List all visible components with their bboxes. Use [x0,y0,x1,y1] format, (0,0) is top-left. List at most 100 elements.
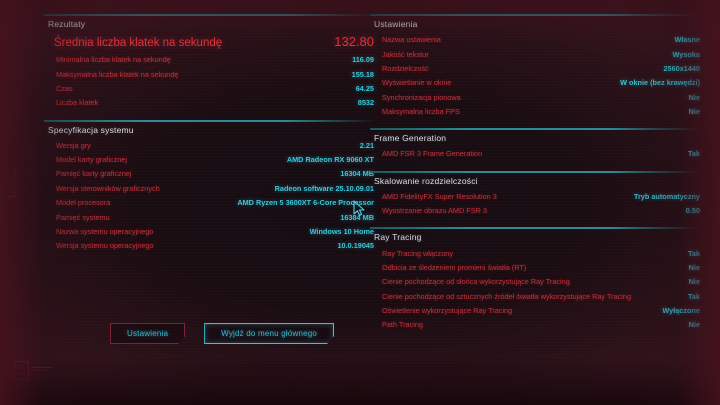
row-system-memory: Pamięć systemu 16384 MB [44,210,376,224]
row-label: Pamięć systemu [56,212,110,222]
row-label: Maksymalna liczba FPS [382,107,460,117]
section-ray-tracing: Ray Tracing Ray Tracing włączony Tak Odb… [370,227,702,332]
row-rt-sun-shadows: Cienie pochodzące od słońca wykorzystują… [370,275,702,289]
row-fsr3-frame-generation: AMD FSR 3 Frame Generation Tak [370,147,702,161]
row-label: Jakość tekstur [382,49,429,59]
decorative-tick [8,196,17,197]
exit-to-main-menu-button[interactable]: Wyjdź do menu głównego [204,323,334,344]
row-value: 132.80 [334,34,374,49]
section-frame-generation: Frame Generation AMD FSR 3 Frame Generat… [370,128,702,161]
row-label: Wyostrzanie obrazu AMD FSR 3 [382,206,487,216]
section-rule [370,128,702,131]
section-title-system-spec: Specyfikacja systemu [48,124,134,135]
row-label: Wersja sterowników graficznych [56,183,160,193]
row-rt-reflections: Odbicia ze śledzeniem promieni światła (… [370,261,702,275]
row-value: AMD Radeon RX 9060 XT [286,155,374,165]
row-label: Średnia liczba klatek na sekundę [54,37,223,49]
row-value: Nie [688,92,700,102]
section-title-frame-generation: Frame Generation [374,133,447,144]
badge-line-2: 2.21 [17,369,26,375]
section-rule [44,14,376,16]
row-min-fps: Minimalna liczba klatek na sekundę 116.0… [44,53,376,67]
row-value: 2560x1440 [663,63,700,73]
row-value: 16304 MB [340,169,374,179]
row-value: Nie [688,277,700,287]
row-cpu-model: Model procesora AMD Ryzen 5 3600XT 6-Cor… [44,196,376,210]
row-gpu-memory: Pamięć karty graficznej 16304 MB [44,167,376,181]
row-fsr3-sharpening: Wyostrzanie obrazu AMD FSR 3 0.50 [370,204,702,218]
row-frame-count: Liczba klatek 8532 [44,96,376,110]
row-preset-name: Nazwa ustawienia Własne [370,33,702,47]
badge-line-decor-2 [31,370,47,371]
decorative-badge: V 2.21 [14,361,53,380]
section-rule [370,170,702,173]
row-label: Model procesora [56,198,111,208]
row-label: Ray Tracing włączony [382,248,453,258]
row-label: Wersja gry [56,140,91,150]
row-label: Cienie pochodzące od słońca wykorzystują… [382,277,570,287]
row-max-fps: Maksymalna liczba klatek na sekundę 155.… [44,67,376,81]
row-value: Tak [687,248,700,258]
row-window-mode: Wyświetlanie w oknie W oknie (bez krawęd… [370,76,702,90]
row-label: Minimalna liczba klatek na sekundę [56,55,171,65]
row-os-version: Wersja systemu operacyjnego 10.0.19045 [44,239,376,253]
row-time: Czas 64.25 [44,82,376,96]
left-column: Rezultaty Średnia liczba klatek na sekun… [44,14,376,263]
row-label: Wersja systemu operacyjnego [56,241,154,251]
row-value: Radeon software 25.10.09.01 [274,183,374,193]
row-label: Model karty graficznej [56,155,127,165]
settings-button[interactable]: Ustawienia [110,323,185,344]
decorative-vertical-text: BENCHMARK [12,168,17,199]
row-value: 16384 MB [340,212,374,222]
row-value: Nie [688,262,700,272]
row-value: 0.50 [685,206,700,216]
section-rule [370,14,702,16]
row-resolution: Rozdzielczość 2560x1440 [370,62,702,76]
row-value: Tak [687,149,700,159]
badge-line-decor-1 [31,367,53,368]
row-rt-enabled: Ray Tracing włączony Tak [370,246,702,260]
row-texture-quality: Jakość tekstur Wysoka [370,47,702,61]
row-label: Synchronizacja pionowa [382,92,461,102]
row-game-version: Wersja gry 2.21 [44,139,376,153]
row-label: Wyświetlanie w oknie [382,78,452,88]
row-value: W oknie (bez krawędzi) [620,78,700,88]
row-label: AMD FidelityFX Super Resolution 3 [382,191,497,201]
section-title-settings: Ustawienia [374,19,418,29]
row-label: Odbicia ze śledzeniem promieni światła (… [382,262,527,272]
section-upscaling: Skalowanie rozdzielczości AMD FidelityFX… [370,170,702,219]
row-value: Własne [674,35,700,45]
row-driver-version: Wersja sterowników graficznych Radeon so… [44,182,376,196]
row-value: Windows 10 Home [309,226,374,236]
row-vsync: Synchronizacja pionowa Nie [370,91,702,105]
row-fsr3-mode: AMD FidelityFX Super Resolution 3 Tryb a… [370,190,702,204]
button-bar: Ustawienia Wyjdź do menu głównego [110,323,334,344]
row-gpu-model: Model karty graficznej AMD Radeon RX 906… [44,153,376,167]
row-value: AMD Ryzen 5 3600XT 6-Core Processor [237,198,374,208]
row-os-name: Nazwa systemu operacyjnego Windows 10 Ho… [44,225,376,239]
right-column: Ustawienia Nazwa ustawienia Własne Jakoś… [370,14,702,342]
row-label: Rozdzielczość [382,63,429,73]
section-rule [44,119,376,122]
row-label: Czas [56,83,73,93]
section-settings: Ustawienia Nazwa ustawienia Własne Jakoś… [370,14,702,119]
row-max-fps: Maksymalna liczba FPS Nie [370,105,702,119]
section-results: Rezultaty Średnia liczba klatek na sekun… [44,14,376,111]
row-rt-lighting: Oświetlenie wykorzystujące Ray Tracing W… [370,304,702,318]
row-value: Tryb automatyczny [633,191,700,201]
row-value: 10.0.19045 [337,241,374,251]
row-value: Wysoka [672,49,700,59]
row-label: Cienie pochodzące od sztucznych źródeł ś… [382,291,632,301]
section-title-ray-tracing: Ray Tracing [374,232,422,243]
row-label: Nazwa systemu operacyjnego [56,226,154,236]
section-rule [370,227,702,230]
footer-watermark: CYBERPUNK 2077 — THE CLEAR BENCHMARK [300,386,420,391]
row-label: AMD FSR 3 Frame Generation [382,149,483,159]
row-value: Nie [688,320,700,330]
row-label: Liczba klatek [56,98,99,108]
row-value: Wyłączone [662,306,700,316]
row-value: Tak [687,291,700,301]
row-label: Maksymalna liczba klatek na sekundę [56,69,179,79]
section-system-spec: Specyfikacja systemu Wersja gry 2.21 Mod… [44,119,376,254]
